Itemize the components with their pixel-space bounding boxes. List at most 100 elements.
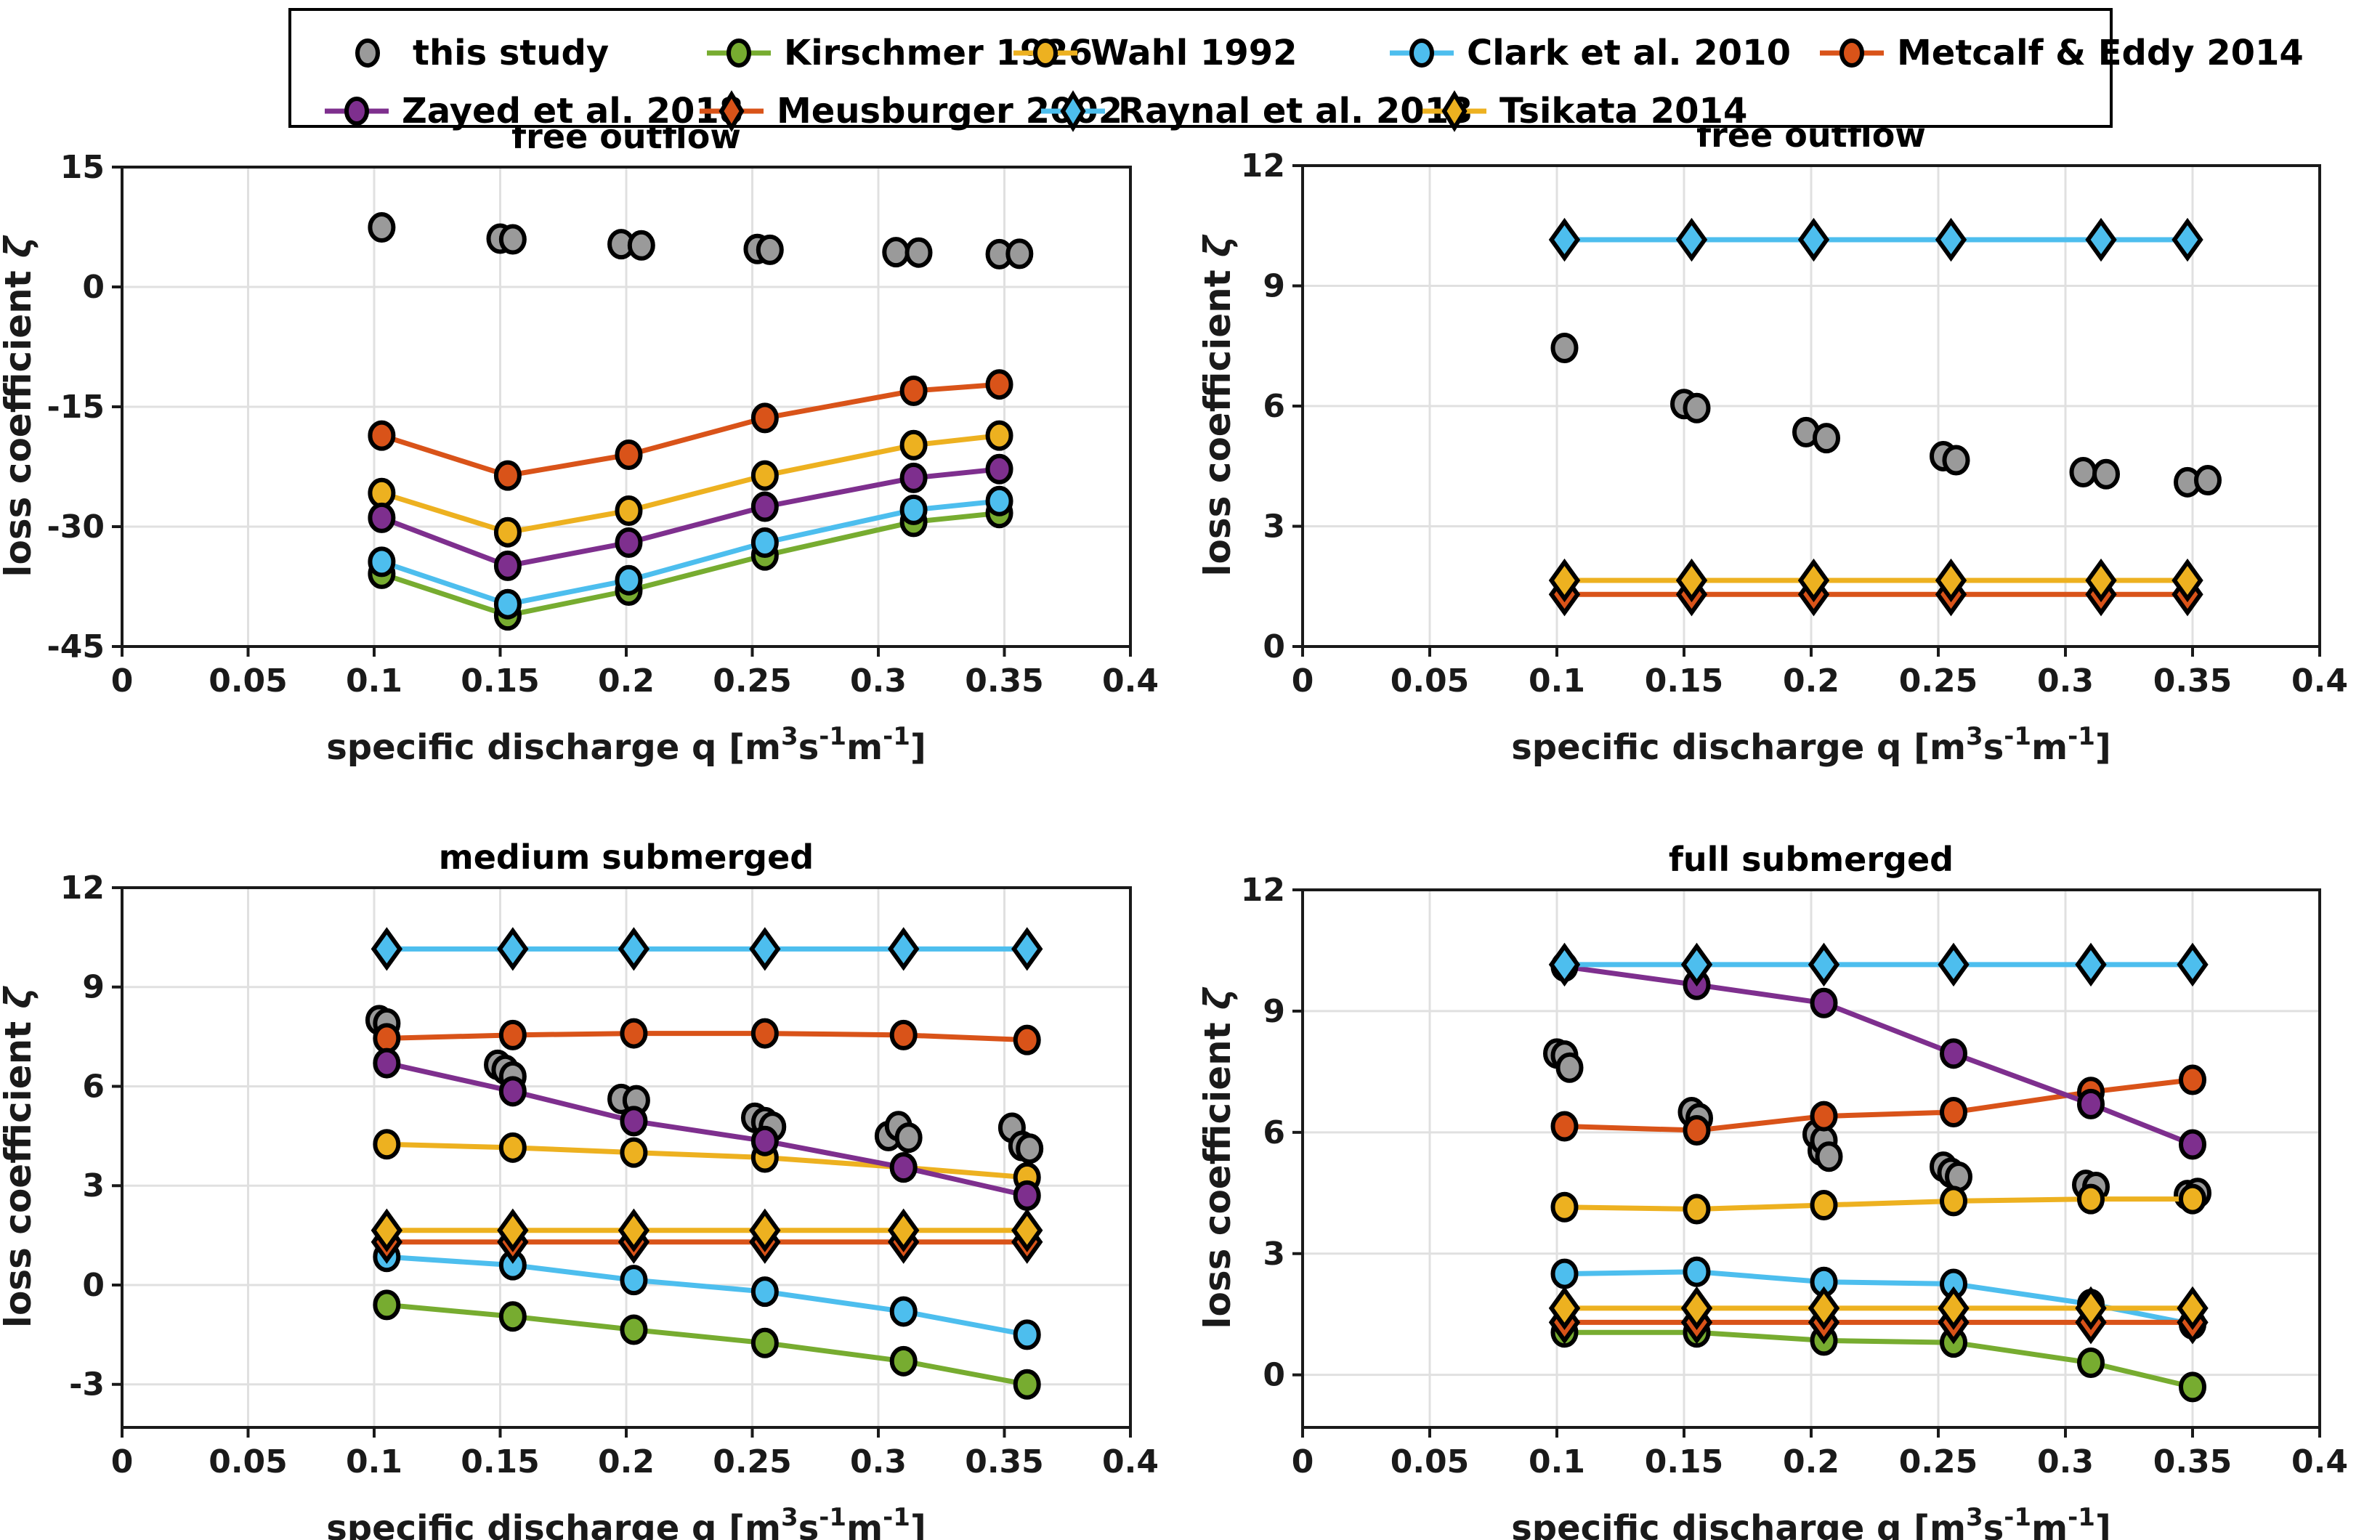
series-wahl-1992 [1550,1183,2206,1225]
series-raynal-et-al-2013 [1548,942,2209,987]
series-metcalf-eddy-2014 [373,1018,1041,1055]
data-point-kirschmer-1926 [2077,1347,2105,1378]
series-this-study [365,1005,1044,1164]
data-point-this-study [1683,392,1711,423]
data-point-tsikata-2014 [1808,1286,1840,1330]
data-point-zayed-et-al-2018 [368,502,396,533]
data-point-metcalf-eddy-2014 [2179,1064,2206,1095]
y-tick-label: 12 [1241,147,1285,185]
series-wahl-1992 [368,420,1013,548]
plot-svg-free-outflow: 0 0.05 0.1 0.15 0.2 0.25 0.3 0.35 0.4036912free … [1197,115,2348,768]
data-point-raynal-et-al-2013 [1548,942,1581,987]
legend-label: Zayed et al. 2018 [402,91,744,131]
data-point-zayed-et-al-2018 [373,1047,401,1079]
x-axis-label: specific discharge q [m3s-1m-1] [1511,722,2111,768]
data-point-wahl-1992 [1550,1191,1579,1223]
y-tick-label: 9 [82,969,105,1006]
x-tick-label: 0.3 [850,1443,907,1480]
y-tick-label: 6 [82,1068,105,1105]
y-tick-label: -15 [47,389,105,426]
x-tick-label: 0.1 [1529,662,1585,700]
x-axis-label: specific discharge q [m3s-1m-1] [1511,1503,2111,1540]
data-point-this-study [1815,1141,1843,1172]
y-tick-label: 12 [60,870,105,907]
x-tick-label: 0.15 [461,662,540,700]
data-point-tsikata-2014 [1935,558,1967,603]
data-point-raynal-et-al-2013 [2075,942,2107,987]
data-point-metcalf-eddy-2014 [368,420,396,451]
data-point-metcalf-eddy-2014 [1810,1101,1838,1132]
meusburger-2002-diamond-marker-icon [700,90,764,132]
legend-item-meusburger-2002: Meusburger 2002 [697,89,1122,133]
series-clark-et-al-2010 [368,485,1013,620]
x-axis-label: specific discharge q [m3s-1m-1] [326,1503,926,1540]
data-point-raynal-et-al-2013 [1808,942,1840,987]
x-tick-label: 0.05 [209,1443,288,1480]
data-point-tsikata-2014 [371,1208,403,1252]
data-point-clark-et-al-2010 [985,485,1013,516]
data-point-kirschmer-1926 [2179,1371,2206,1403]
y-tick-label: 9 [1263,268,1285,305]
data-point-wahl-1992 [2179,1183,2206,1215]
series-this-study [368,212,1034,270]
x-tick-label: 0.4 [1102,662,1159,700]
legend-label: Clark et al. 2010 [1467,33,1791,73]
y-axis-label: loss coefficient ζ [1197,234,1239,577]
data-point-clark-et-al-2010 [368,546,396,578]
data-point-metcalf-eddy-2014 [750,402,779,434]
data-point-zayed-et-al-2018 [620,1106,648,1137]
x-tick-label: 0.25 [1899,662,1978,700]
x-tick-label: 0.35 [965,1443,1044,1480]
series-clark-et-al-2010 [373,1241,1041,1350]
data-point-zayed-et-al-2018 [750,491,779,522]
data-point-zayed-et-al-2018 [750,1125,779,1156]
data-point-tsikata-2014 [2085,558,2117,603]
series-tsikata-2014 [1548,1286,2209,1330]
x-tick-label: 0.35 [965,662,1044,700]
data-point-metcalf-eddy-2014 [498,1019,527,1050]
data-point-tsikata-2014 [1680,1286,1713,1330]
x-tick-label: 0 [1292,662,1314,700]
x-tick-label: 0.35 [2153,1443,2233,1480]
data-point-wahl-1992 [373,1129,401,1160]
series-this-study [1550,333,2222,498]
x-tick-label: 0.2 [598,662,655,700]
data-point-metcalf-eddy-2014 [615,439,643,470]
y-tick-label: 3 [1263,1236,1285,1273]
x-tick-label: 0.25 [713,662,792,700]
series-tsikata-2014 [1548,558,2203,603]
data-point-this-study [627,230,655,261]
data-point-metcalf-eddy-2014 [899,376,928,406]
data-point-raynal-et-al-2013 [1938,942,1970,987]
data-point-clark-et-al-2010 [493,588,522,620]
kirschmer-1926-circle-marker-icon [707,38,771,68]
data-point-this-study [1555,1052,1584,1083]
data-point-raynal-et-al-2013 [749,927,781,971]
data-point-tsikata-2014 [2075,1286,2107,1330]
data-point-this-study [2092,458,2120,490]
data-point-zayed-et-al-2018 [498,1076,527,1107]
plot-title: medium submerged [439,838,814,877]
x-tick-label: 0.4 [2291,1443,2348,1480]
y-tick-label: 6 [1263,1114,1285,1151]
data-point-this-study [1550,333,1579,364]
data-point-wahl-1992 [498,1132,527,1163]
legend-label: Wahl 1992 [1090,33,1298,73]
data-point-raynal-et-al-2013 [2177,942,2209,987]
data-point-this-study [904,237,933,268]
plot-title: full submerged [1669,840,1954,879]
y-tick-label: 9 [1263,993,1285,1030]
data-point-tsikata-2014 [1675,558,1708,603]
data-point-this-study [1016,1133,1044,1164]
data-point-wahl-1992 [1683,1194,1711,1225]
data-point-this-study [1813,423,1840,454]
legend-item-this-study: this study [333,31,609,75]
legend-label: Tsikata 2014 [1499,91,1748,131]
data-point-clark-et-al-2010 [1013,1319,1041,1350]
data-point-raynal-et-al-2013 [1935,217,1967,262]
x-tick-label: 0.2 [1783,662,1839,700]
legend-item-clark-et-al-2010: Clark et al. 2010 [1387,31,1791,75]
data-point-metcalf-eddy-2014 [1013,1024,1041,1055]
data-point-raynal-et-al-2013 [497,927,529,971]
